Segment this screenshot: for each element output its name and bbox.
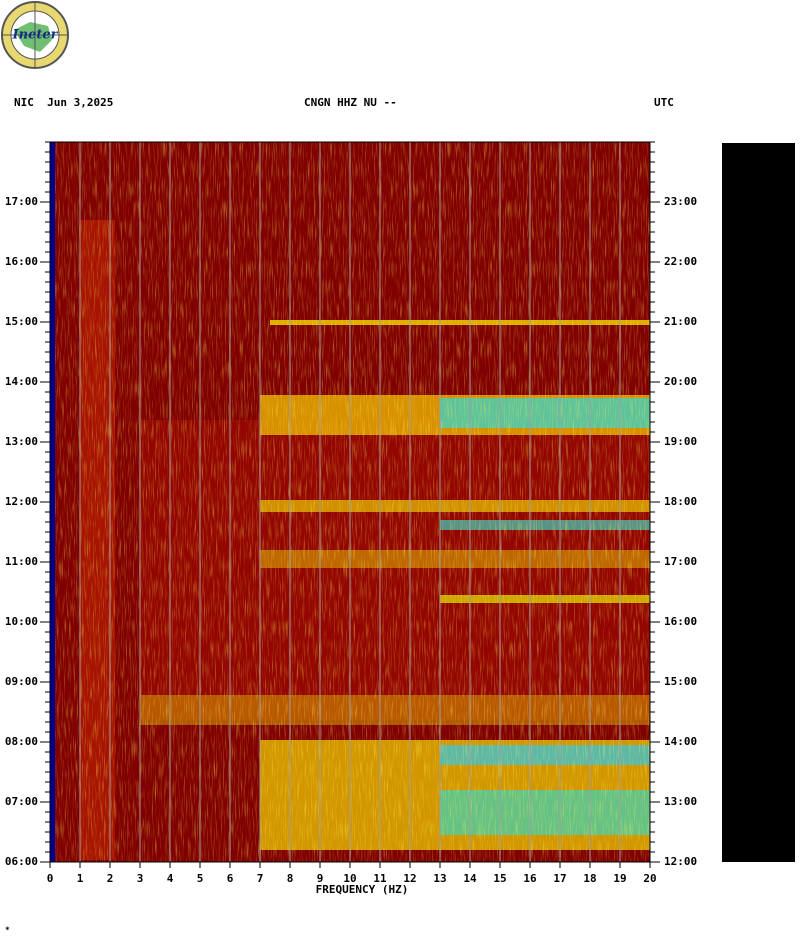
logo: Ineter xyxy=(1,1,69,69)
header-right: UTC xyxy=(654,96,674,109)
y2-tick-label: 18:00 xyxy=(664,495,697,508)
x-tick-label: 12 xyxy=(403,872,416,885)
x-tick-label: 20 xyxy=(643,872,656,885)
x-tick-label: 5 xyxy=(197,872,204,885)
y2-tick-label: 21:00 xyxy=(664,315,697,328)
x-tick-label: 4 xyxy=(167,872,174,885)
x-tick-label: 16 xyxy=(523,872,537,885)
y-tick-label: 16:00 xyxy=(5,255,38,268)
y2-tick-label: 14:00 xyxy=(664,735,697,748)
x-tick-label: 13 xyxy=(433,872,446,885)
x-tick-label: 2 xyxy=(107,872,114,885)
y-tick-label: 09:00 xyxy=(5,675,38,688)
y-tick-label: 07:00 xyxy=(5,795,38,808)
plot-frame xyxy=(49,141,651,863)
x-tick-label: 8 xyxy=(287,872,294,885)
y2-tick-label: 20:00 xyxy=(664,375,697,388)
x-tick-label: 1 xyxy=(77,872,84,885)
x-tick-label: 10 xyxy=(343,872,356,885)
y-tick-label: 06:00 xyxy=(5,855,38,868)
x-tick-label: 9 xyxy=(317,872,324,885)
logo-text: Ineter xyxy=(12,28,59,43)
y2-tick-label: 19:00 xyxy=(664,435,697,448)
header-left: NIC Jun 3,2025 xyxy=(14,96,113,109)
x-tick-label: 11 xyxy=(373,872,387,885)
y2-tick-label: 16:00 xyxy=(664,615,697,628)
x-tick-label: 15 xyxy=(493,872,506,885)
y-tick-label: 12:00 xyxy=(5,495,38,508)
x-tick-label: 18 xyxy=(583,872,596,885)
y2-tick-label: 15:00 xyxy=(664,675,697,688)
x-tick-label: 17 xyxy=(553,872,566,885)
x-tick-label: 19 xyxy=(613,872,626,885)
y-tick-label: 11:00 xyxy=(5,555,38,568)
chart-title: CNGN HHZ NU -- xyxy=(304,96,397,109)
x-tick-label: 6 xyxy=(227,872,234,885)
x-tick-label: 3 xyxy=(137,872,144,885)
x-tick-label: 0 xyxy=(47,872,54,885)
y-tick-label: 08:00 xyxy=(5,735,38,748)
y-tick-label: 14:00 xyxy=(5,375,38,388)
y2-tick-label: 22:00 xyxy=(664,255,697,268)
corner-mark: * xyxy=(5,926,10,935)
x-tick-label: 14 xyxy=(463,872,477,885)
y-tick-label: 13:00 xyxy=(5,435,38,448)
y2-tick-label: 12:00 xyxy=(664,855,697,868)
y2-tick-label: 23:00 xyxy=(664,195,697,208)
y2-tick-label: 17:00 xyxy=(664,555,697,568)
y-tick-label: 15:00 xyxy=(5,315,38,328)
y2-tick-label: 13:00 xyxy=(664,795,697,808)
black-panel xyxy=(722,143,795,862)
y-tick-label: 17:00 xyxy=(5,195,38,208)
x-axis-label: FREQUENCY (HZ) xyxy=(316,883,409,896)
y-tick-label: 10:00 xyxy=(5,615,38,628)
x-tick-label: 7 xyxy=(257,872,264,885)
